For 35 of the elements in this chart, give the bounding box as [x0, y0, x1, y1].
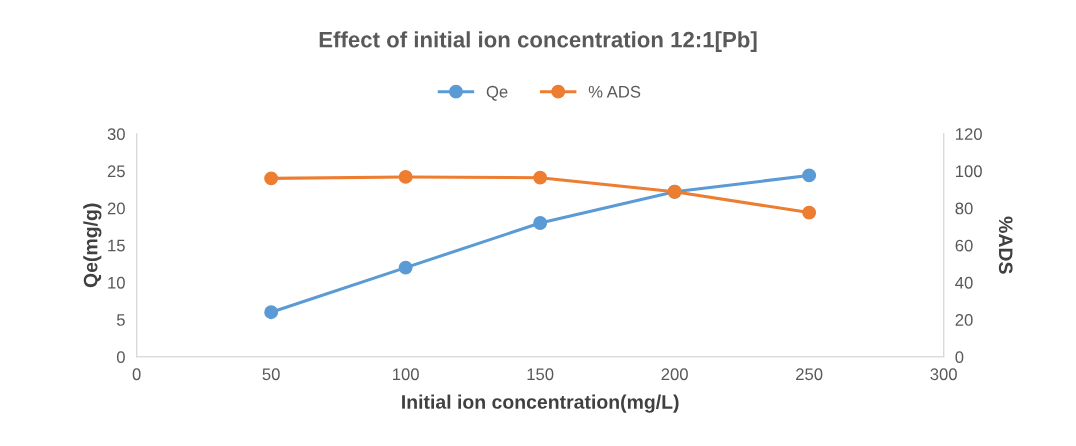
- y-tick-label: 15: [108, 239, 125, 252]
- point: [802, 168, 817, 183]
- point: [264, 171, 279, 186]
- legend-label: Qe: [486, 85, 508, 101]
- y-tick-label: 30: [107, 128, 125, 140]
- y2-tick-label: 60: [955, 239, 973, 252]
- chart-title: Effect of initial ion concentration 12:1[Pb]: [319, 31, 757, 52]
- x-tick-label: 50: [262, 368, 280, 381]
- y-tick-label: 0: [116, 351, 125, 363]
- x-tick-label: 100: [393, 368, 419, 381]
- x-axis-title: Initial ion concentration(mg/L): [402, 394, 679, 413]
- x-tick-label: 250: [796, 368, 823, 381]
- y2-tick-label: 100: [956, 165, 982, 178]
- y2-tick-label: 20: [955, 314, 973, 326]
- x-tick-label: 200: [661, 368, 688, 381]
- y-tick-label: 20: [107, 202, 125, 215]
- y2-tick-label: 120: [956, 128, 982, 140]
- x-tick-label: 0: [132, 368, 141, 381]
- x-tick-label: 150: [527, 368, 554, 381]
- point: [264, 305, 279, 320]
- point: [398, 260, 413, 275]
- x-tick-label: 300: [930, 368, 957, 381]
- y-axis-title: Qe(mg/g): [83, 203, 102, 288]
- y2-tick-label: 0: [955, 351, 964, 363]
- y2-axis-title: %ADS: [998, 216, 1013, 274]
- y-tick-label: 5: [116, 314, 125, 326]
- y2-tick-label: 80: [955, 202, 973, 215]
- point: [533, 170, 548, 185]
- y-tick-label: 10: [108, 276, 125, 289]
- y-tick-label: 25: [107, 165, 125, 178]
- y2-tick-label: 40: [955, 276, 973, 289]
- point: [802, 205, 817, 220]
- legend-label: % ADS: [588, 85, 641, 98]
- point: [533, 216, 548, 230]
- point: [398, 169, 413, 184]
